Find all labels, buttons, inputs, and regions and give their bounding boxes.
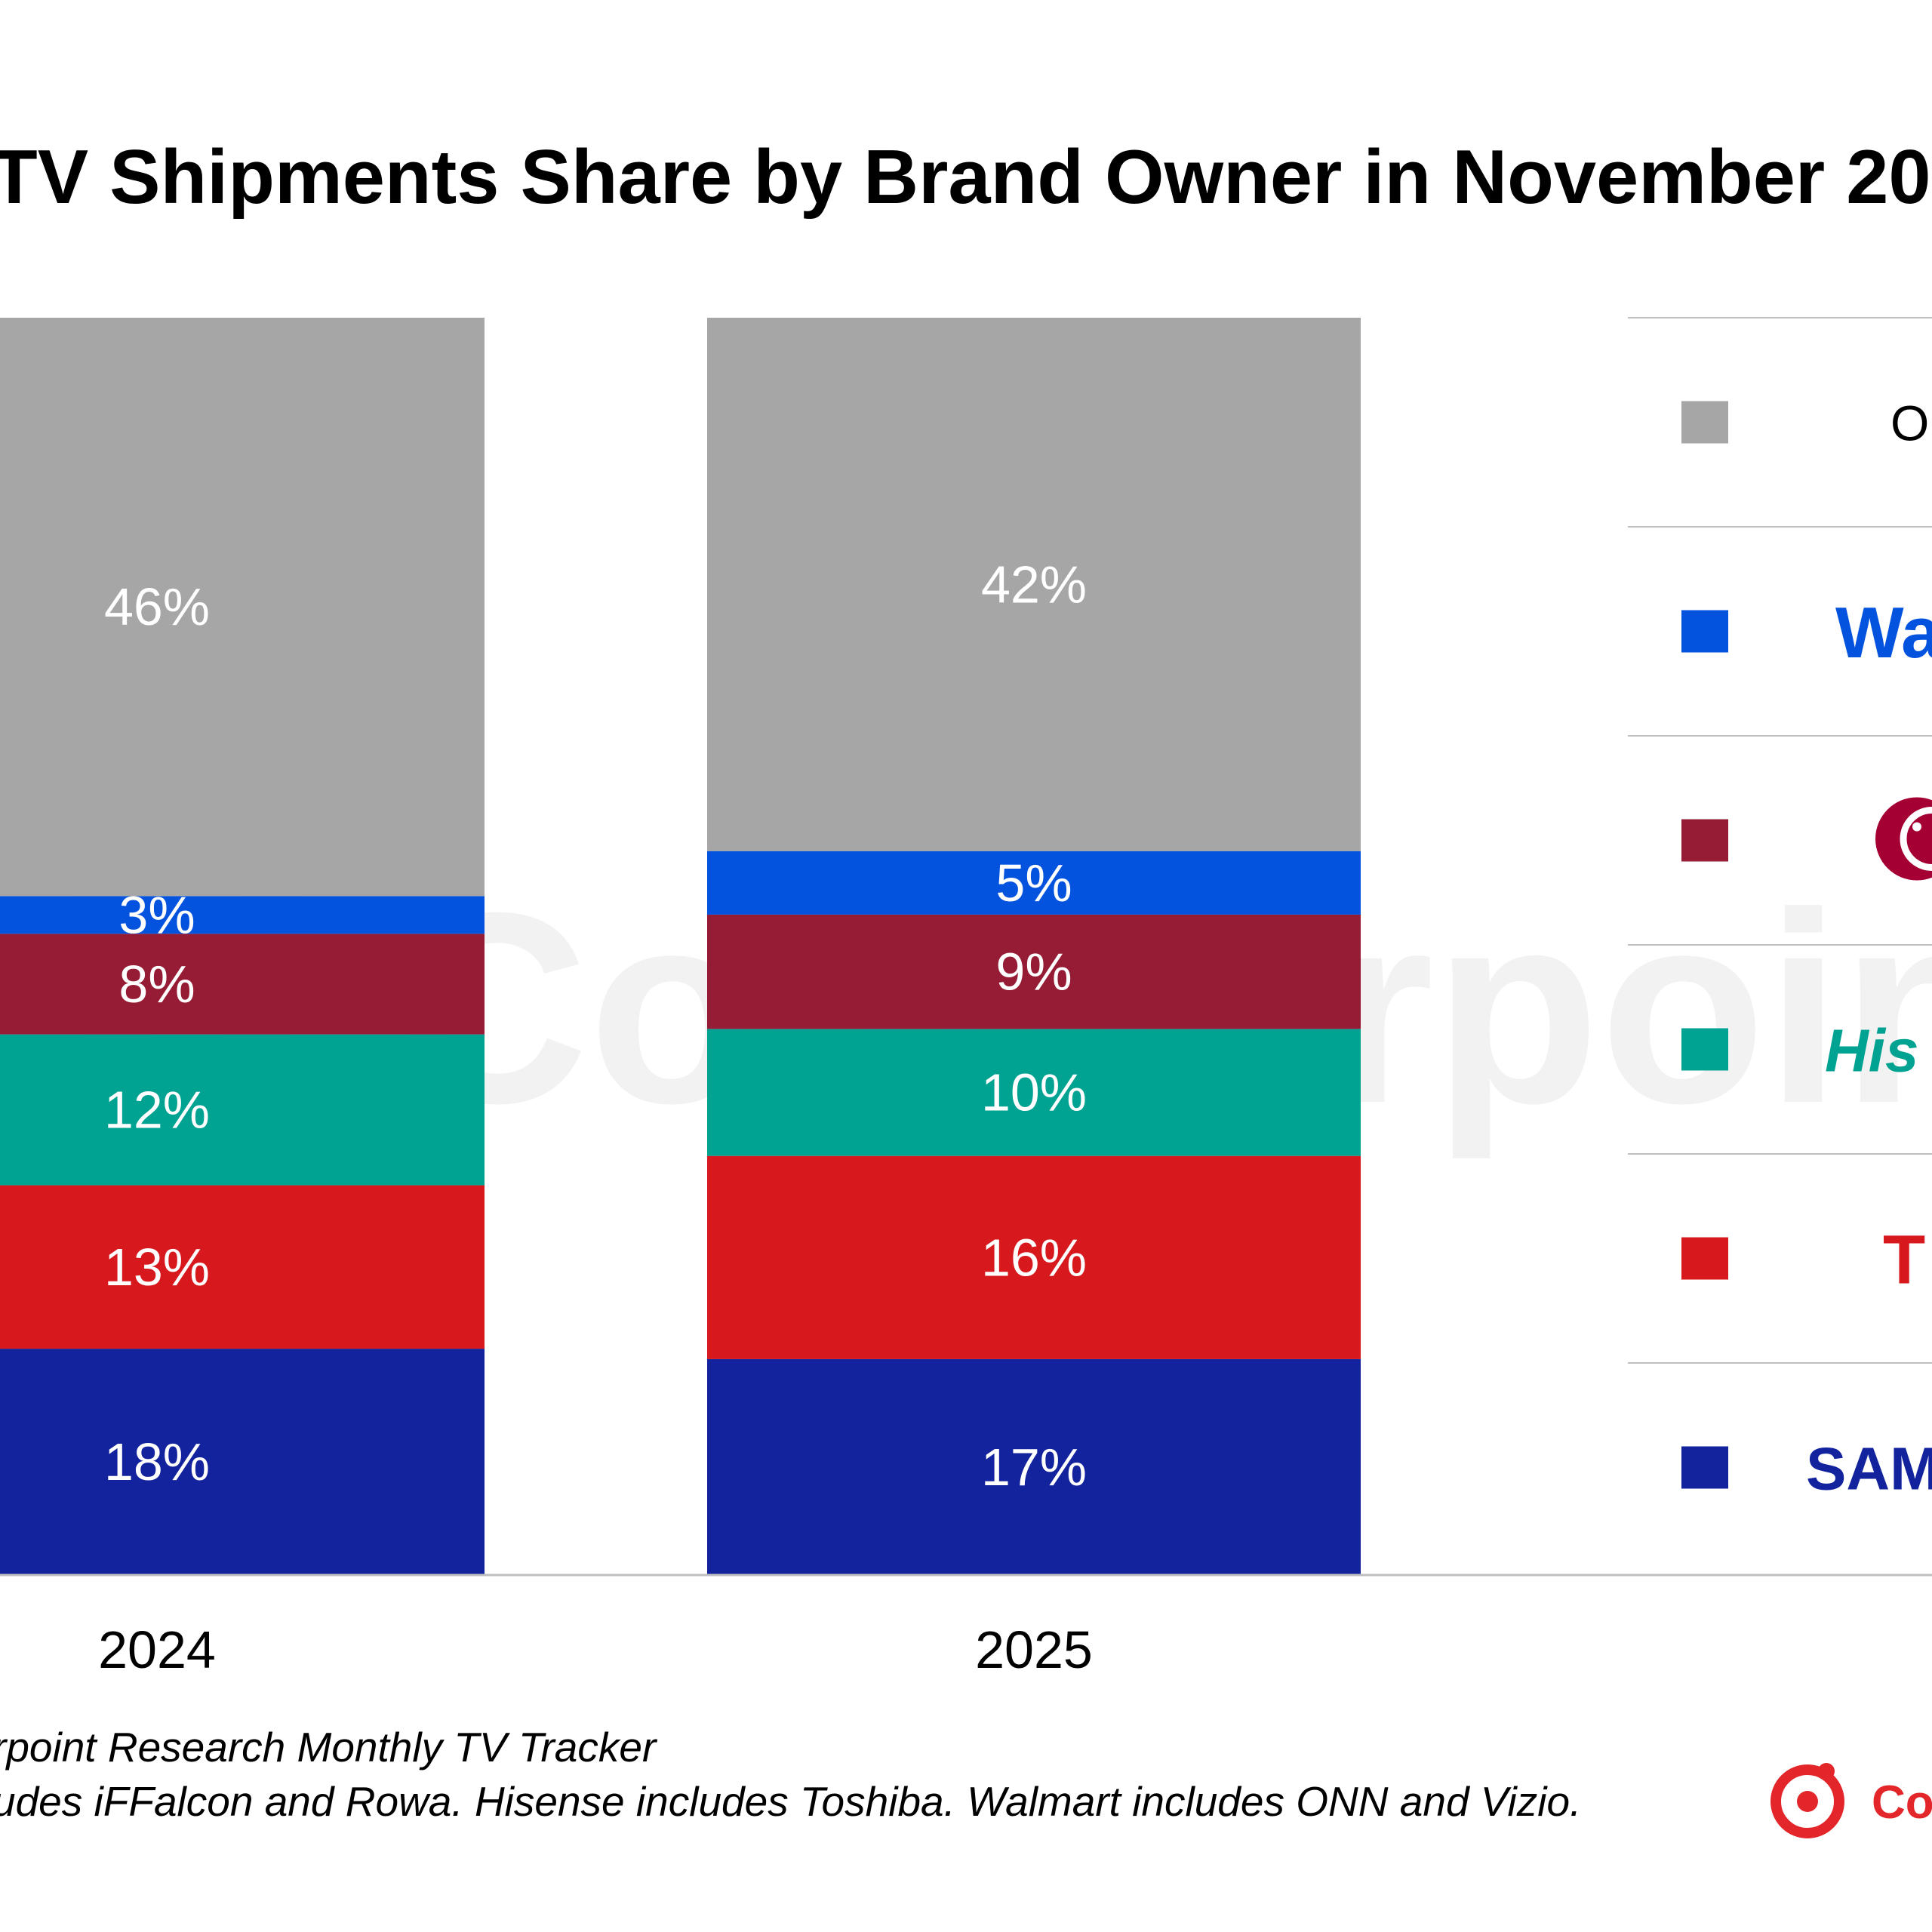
- data-label-others-2025: 42%: [981, 555, 1087, 614]
- x-tick-label-2025: 2025: [975, 1620, 1093, 1679]
- bar-segment-hisense-2024: [0, 1034, 485, 1186]
- data-label-lg-2024: 8%: [118, 955, 195, 1014]
- counterpoint-logo: Co: [1766, 1755, 1932, 1845]
- data-labels-layer: 18% 13% 12% 8% 3% 46% 17% 16% 10% 9% 5% 42%: [104, 555, 1087, 1497]
- x-tick-label-2024: 2024: [98, 1620, 216, 1679]
- x-axis: 2024 2025: [0, 1574, 1932, 1679]
- data-label-samsung-2025: 17%: [981, 1438, 1087, 1497]
- legend-label-walmart: Wa: [1835, 592, 1932, 673]
- legend-label-samsung: SAM: [1806, 1435, 1932, 1502]
- logo-text: Co: [1872, 1777, 1932, 1829]
- data-label-samsung-2024: 18%: [104, 1432, 210, 1491]
- lg-logo-dot: [1912, 822, 1921, 832]
- footnote-note: udes iFFalcon and Rowa. Hisense includes…: [0, 1778, 1582, 1825]
- data-label-hisense-2025: 10%: [981, 1063, 1087, 1122]
- data-label-others-2024: 46%: [104, 577, 210, 636]
- data-label-tcl-2025: 16%: [981, 1228, 1087, 1287]
- bar-segment-lg-2025: [707, 914, 1361, 1029]
- legend-label-tcl: T: [1883, 1222, 1925, 1299]
- counterpoint-logo-icon: [1770, 1763, 1844, 1838]
- lg-logo-ring: [1900, 807, 1932, 871]
- bars-layer: [0, 318, 1361, 1575]
- data-label-hisense-2024: 12%: [104, 1081, 210, 1140]
- data-label-walmart-2025: 5%: [995, 854, 1072, 912]
- data-label-walmart-2024: 3%: [118, 885, 195, 944]
- chart-title: TV Shipments Share by Brand Owner in Nov…: [0, 135, 1932, 220]
- bar-segment-hisense-2025: [707, 1029, 1361, 1156]
- data-label-lg-2025: 9%: [995, 943, 1072, 1001]
- bar-segment-walmart-2025: [707, 851, 1361, 915]
- bar-segment-others-2024: [0, 318, 485, 897]
- legend-label-others: O: [1890, 395, 1929, 451]
- bar-segment-lg-2024: [0, 934, 485, 1035]
- legend-swatch-walmart: [1681, 610, 1728, 653]
- legend-label-hisense: His: [1825, 1017, 1919, 1084]
- bar-segment-samsung-2024: [0, 1349, 485, 1575]
- bar-segment-samsung-2025: [707, 1358, 1361, 1575]
- bar-segment-tcl-2024: [0, 1185, 485, 1349]
- legend-swatch-hisense: [1681, 1028, 1728, 1071]
- bar-segment-others-2025: [707, 318, 1361, 851]
- bar-segment-walmart-2024: [0, 896, 485, 934]
- bar-segment-tcl-2025: [707, 1155, 1361, 1359]
- legend-swatch-tcl: [1681, 1237, 1728, 1280]
- legend-swatch-samsung: [1681, 1446, 1728, 1489]
- legend-swatch-lg: [1681, 819, 1728, 862]
- data-label-tcl-2024: 13%: [104, 1238, 210, 1297]
- legend: O Wa His T SAM: [1628, 317, 1932, 1502]
- legend-swatch-others: [1681, 401, 1728, 444]
- footnote-source: rpoint Research Monthly TV Tracker: [0, 1724, 657, 1770]
